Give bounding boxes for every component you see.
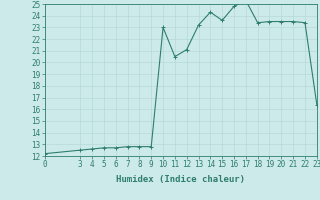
X-axis label: Humidex (Indice chaleur): Humidex (Indice chaleur)	[116, 175, 245, 184]
